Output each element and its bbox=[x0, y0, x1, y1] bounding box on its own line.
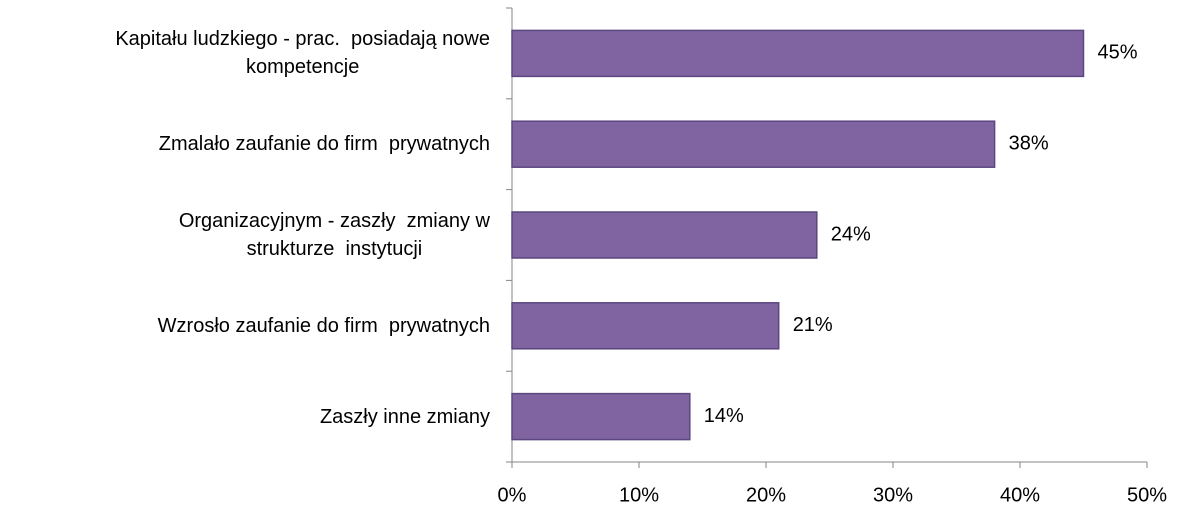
x-tick-label: 50% bbox=[1127, 484, 1167, 506]
category-label: Organizacyjnym - zaszły zmiany w struktu… bbox=[178, 210, 490, 260]
category-label-box: Zaszły inne zmiany bbox=[320, 403, 490, 431]
data-label: 21% bbox=[793, 314, 833, 336]
x-tick-label: 0% bbox=[498, 484, 527, 506]
bar bbox=[511, 302, 780, 350]
category-label-box: Wzrosło zaufanie do firm prywatnych bbox=[158, 312, 490, 340]
x-tick-label: 10% bbox=[619, 484, 659, 506]
category-label-box: Zmalało zaufanie do firm prywatnych bbox=[159, 130, 490, 158]
x-tick-label: 40% bbox=[1000, 484, 1040, 506]
x-tick-label: 30% bbox=[873, 484, 913, 506]
data-label: 45% bbox=[1098, 42, 1138, 64]
category-label: Zmalało zaufanie do firm prywatnych bbox=[158, 133, 490, 156]
data-label: 38% bbox=[1009, 132, 1049, 154]
category-label: Wzrosło zaufanie do firm prywatnych bbox=[157, 314, 490, 337]
data-label: 14% bbox=[704, 405, 744, 427]
data-label: 24% bbox=[831, 223, 871, 245]
category-label-box: Kapitału ludzkiego - prac. posiadają now… bbox=[115, 25, 490, 81]
x-tick-label: 20% bbox=[746, 484, 786, 506]
bar bbox=[511, 120, 996, 168]
bar bbox=[511, 29, 1085, 78]
category-label-box: Organizacyjnym - zaszły zmiany w struktu… bbox=[179, 207, 490, 263]
bar bbox=[511, 392, 691, 441]
category-label: Kapitału ludzkiego - prac. posiadają now… bbox=[115, 28, 490, 79]
category-label: Zaszły inne zmiany bbox=[319, 405, 490, 428]
bar bbox=[511, 211, 818, 259]
